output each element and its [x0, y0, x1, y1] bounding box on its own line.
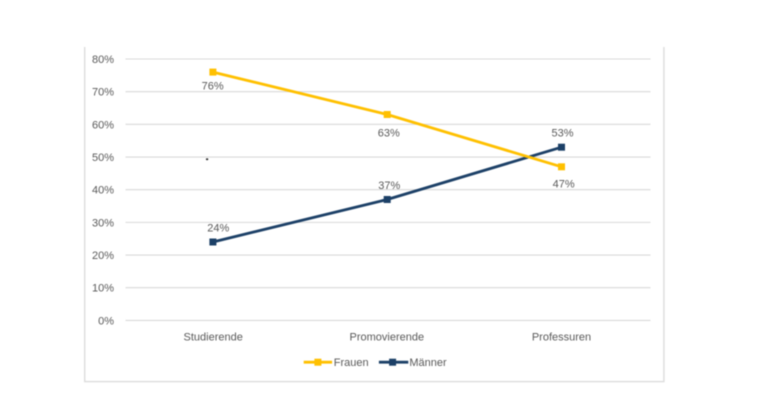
svg-text:Männer: Männer [409, 357, 447, 369]
svg-text:70%: 70% [92, 87, 114, 99]
svg-text:24%: 24% [207, 223, 229, 235]
svg-text:Professuren: Professuren [532, 331, 591, 343]
svg-text:Studierende: Studierende [184, 331, 243, 343]
svg-text:63%: 63% [378, 127, 400, 139]
svg-text:53%: 53% [551, 127, 573, 139]
svg-text:20%: 20% [92, 250, 114, 262]
svg-text:Frauen: Frauen [334, 357, 369, 369]
svg-text:37%: 37% [378, 180, 400, 192]
svg-text:30%: 30% [92, 217, 114, 229]
svg-text:60%: 60% [92, 119, 114, 131]
svg-text:47%: 47% [553, 179, 575, 191]
svg-text:50%: 50% [92, 152, 114, 164]
svg-text:0%: 0% [98, 315, 114, 327]
svg-text:10%: 10% [92, 283, 114, 295]
svg-text:80%: 80% [92, 54, 114, 66]
svg-text:40%: 40% [92, 185, 114, 197]
svg-text:76%: 76% [202, 81, 224, 93]
svg-text:Promovierende: Promovierende [350, 331, 425, 343]
